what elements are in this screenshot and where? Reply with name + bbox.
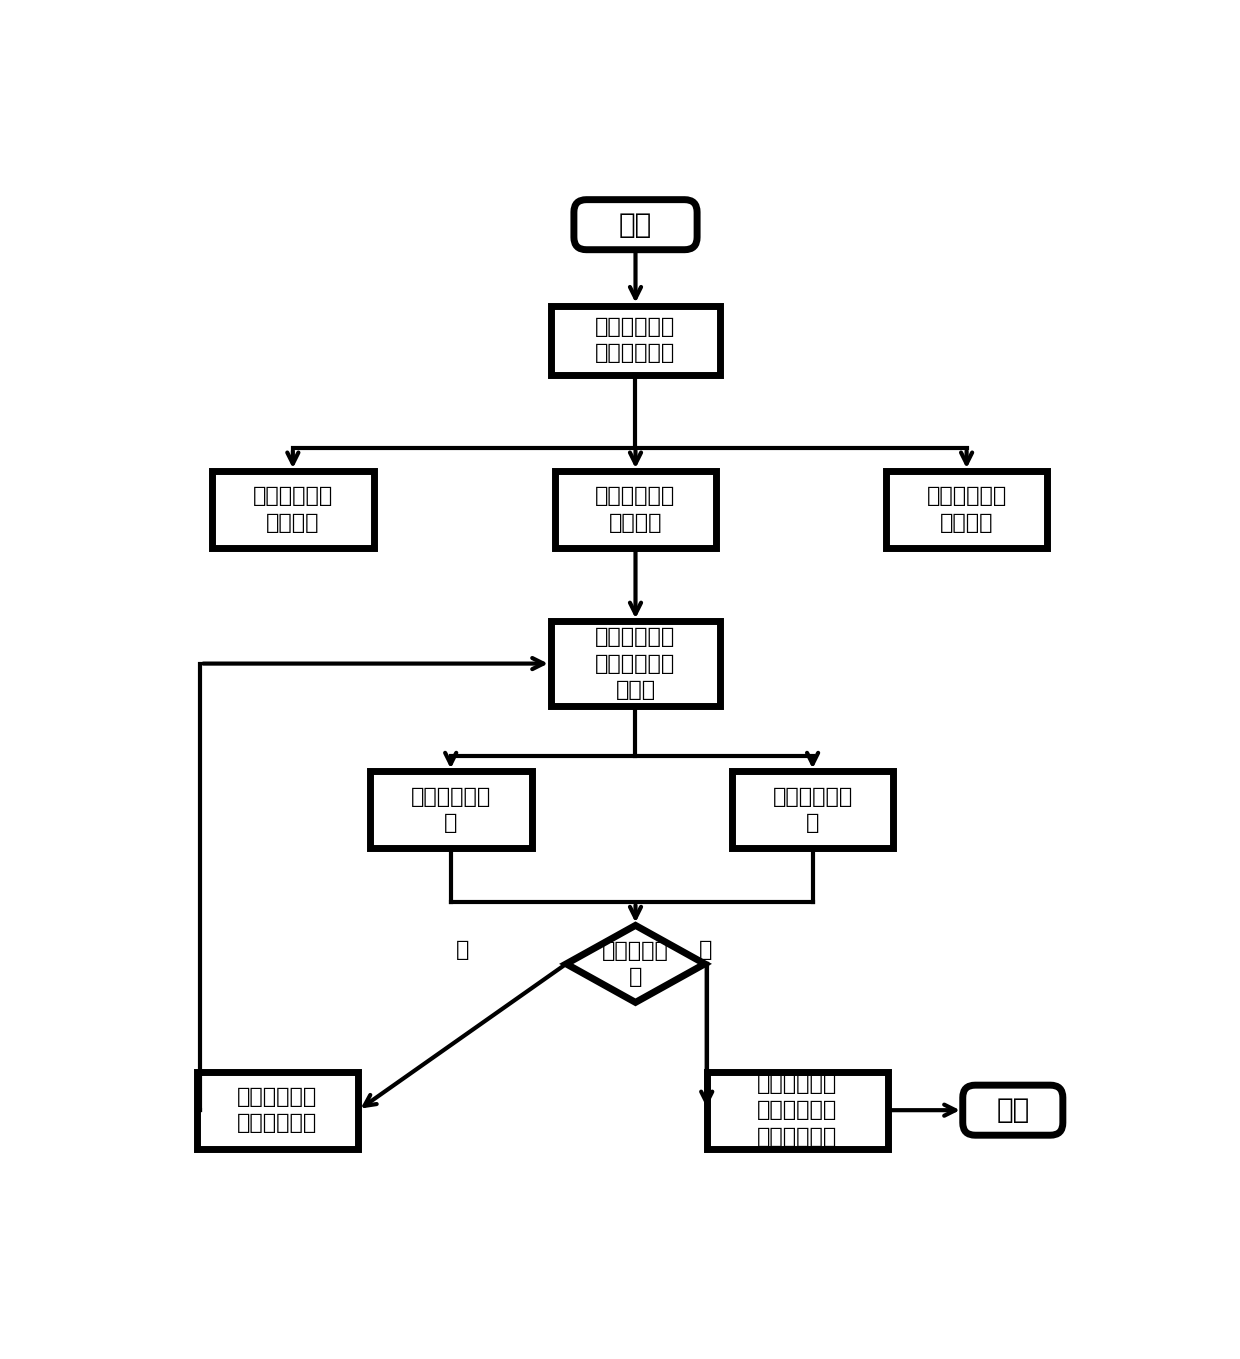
- Text: 调整布局类型
一与二的概率: 调整布局类型 一与二的概率: [237, 1087, 317, 1133]
- Text: 扰动一：站房
位置变换: 扰动一：站房 位置变换: [253, 487, 334, 533]
- Bar: [885, 472, 1048, 548]
- Text: 扰动是否成
功: 扰动是否成 功: [603, 940, 668, 987]
- Text: 根据概率决定
进行何种类型
的扰动: 根据概率决定 进行何种类型 的扰动: [595, 628, 676, 700]
- Bar: [707, 1072, 888, 1148]
- Text: 结束: 结束: [996, 1097, 1029, 1124]
- Bar: [212, 472, 373, 548]
- Text: 站内布局类型
二: 站内布局类型 二: [773, 787, 853, 833]
- Bar: [551, 306, 720, 375]
- FancyBboxPatch shape: [574, 200, 697, 250]
- Bar: [197, 1072, 358, 1148]
- Text: 根据当前温度
调整进行扰动
一二三的概率: 根据当前温度 调整进行扰动 一二三的概率: [758, 1074, 837, 1147]
- Text: 开始: 开始: [619, 211, 652, 239]
- Text: 是: 是: [699, 940, 713, 959]
- FancyBboxPatch shape: [962, 1084, 1063, 1135]
- Bar: [551, 621, 720, 705]
- Bar: [554, 472, 717, 548]
- Text: 根据概率决定
进行何种扰动: 根据概率决定 进行何种扰动: [595, 317, 676, 363]
- Text: 站内布局类型
一: 站内布局类型 一: [410, 787, 491, 833]
- Text: 扰动三：走线
路径变换: 扰动三：走线 路径变换: [926, 487, 1007, 533]
- Polygon shape: [567, 925, 704, 1003]
- Text: 扰动二：站内
布局改变: 扰动二：站内 布局改变: [595, 487, 676, 533]
- Bar: [370, 772, 532, 848]
- Bar: [732, 772, 894, 848]
- Text: 否: 否: [455, 940, 469, 959]
